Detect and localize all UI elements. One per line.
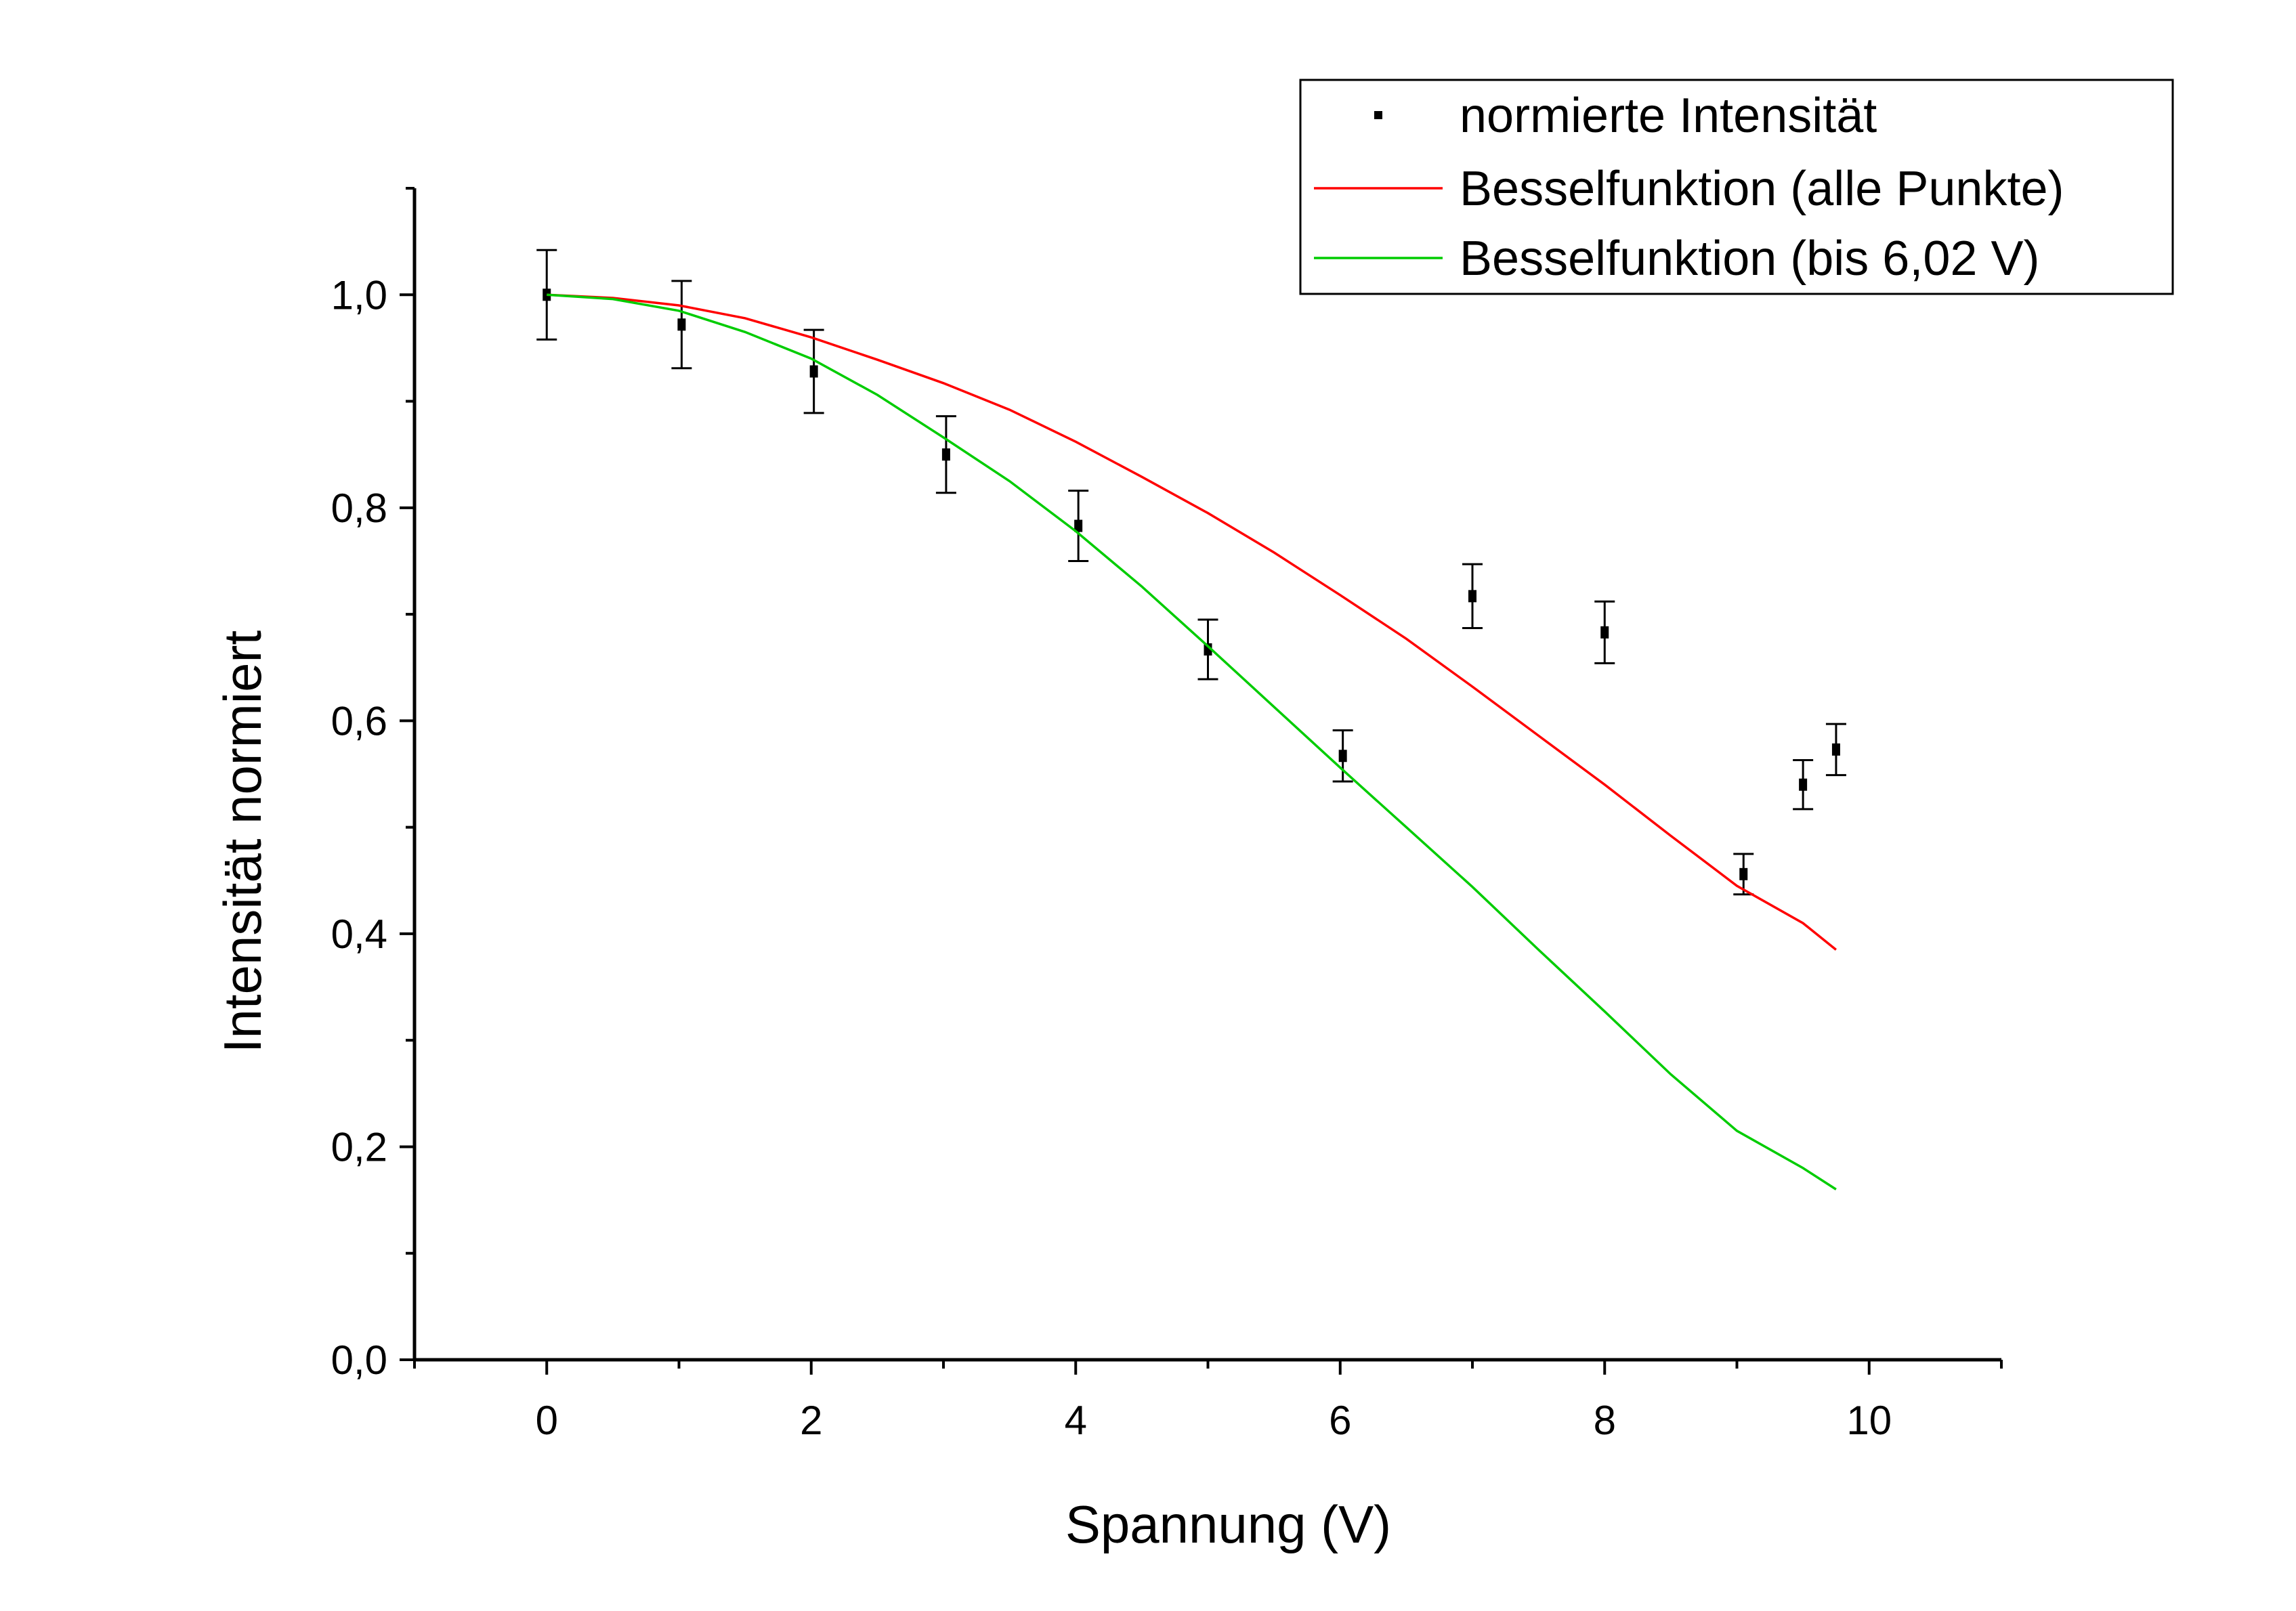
y-tick-label: 0,2 (331, 1124, 387, 1169)
data-point (1468, 590, 1476, 603)
data-point (1831, 743, 1840, 756)
y-tick-label: 1,0 (331, 272, 387, 318)
data-point (1739, 867, 1748, 880)
data-point (941, 448, 950, 461)
axes: 0 2 4 6 8 10 0,0 0,2 0,4 0,6 0,8 1,0 (331, 187, 2003, 1443)
x-tick-label: 8 (1594, 1398, 1616, 1443)
y-tick-label: 0,0 (331, 1337, 387, 1383)
data-point (809, 365, 818, 378)
plot-area (536, 249, 1846, 1190)
fit-line (547, 293, 1837, 951)
legend-label: normierte Intensität (1460, 89, 1877, 143)
series-2 (547, 293, 1837, 951)
fit-line (547, 293, 1837, 1190)
x-tick-label: 10 (1846, 1398, 1892, 1443)
legend-label: Besselfunktion (bis 6,02 V) (1460, 232, 2039, 286)
data-point (1799, 778, 1808, 791)
x-tick-label: 4 (1065, 1398, 1087, 1443)
y-tick-label: 0,6 (331, 698, 387, 744)
data-point (1204, 643, 1212, 656)
data-point (677, 318, 686, 331)
x-tick-label: 2 (800, 1398, 822, 1443)
data-point (1600, 626, 1609, 639)
y-axis-title: Intensität normiert (213, 630, 272, 1054)
y-tick-label: 0,8 (331, 486, 387, 531)
x-tick-label: 0 (536, 1398, 558, 1443)
x-tick-label: 6 (1329, 1398, 1351, 1443)
series-1 (536, 249, 1846, 896)
data-point (543, 288, 551, 301)
x-axis-title: Spannung (V) (1065, 1495, 1391, 1554)
series-3 (547, 293, 1837, 1190)
legend-box (1299, 79, 2174, 295)
data-point (1074, 519, 1083, 532)
legend: normierte Intensität Besselfunktion (alle… (1299, 79, 2174, 295)
legend-label: Besselfunktion (alle Punkte) (1460, 162, 2064, 216)
legend-point-swatch (1374, 111, 1382, 119)
y-tick-label: 0,4 (331, 911, 387, 957)
data-point (1338, 750, 1347, 762)
